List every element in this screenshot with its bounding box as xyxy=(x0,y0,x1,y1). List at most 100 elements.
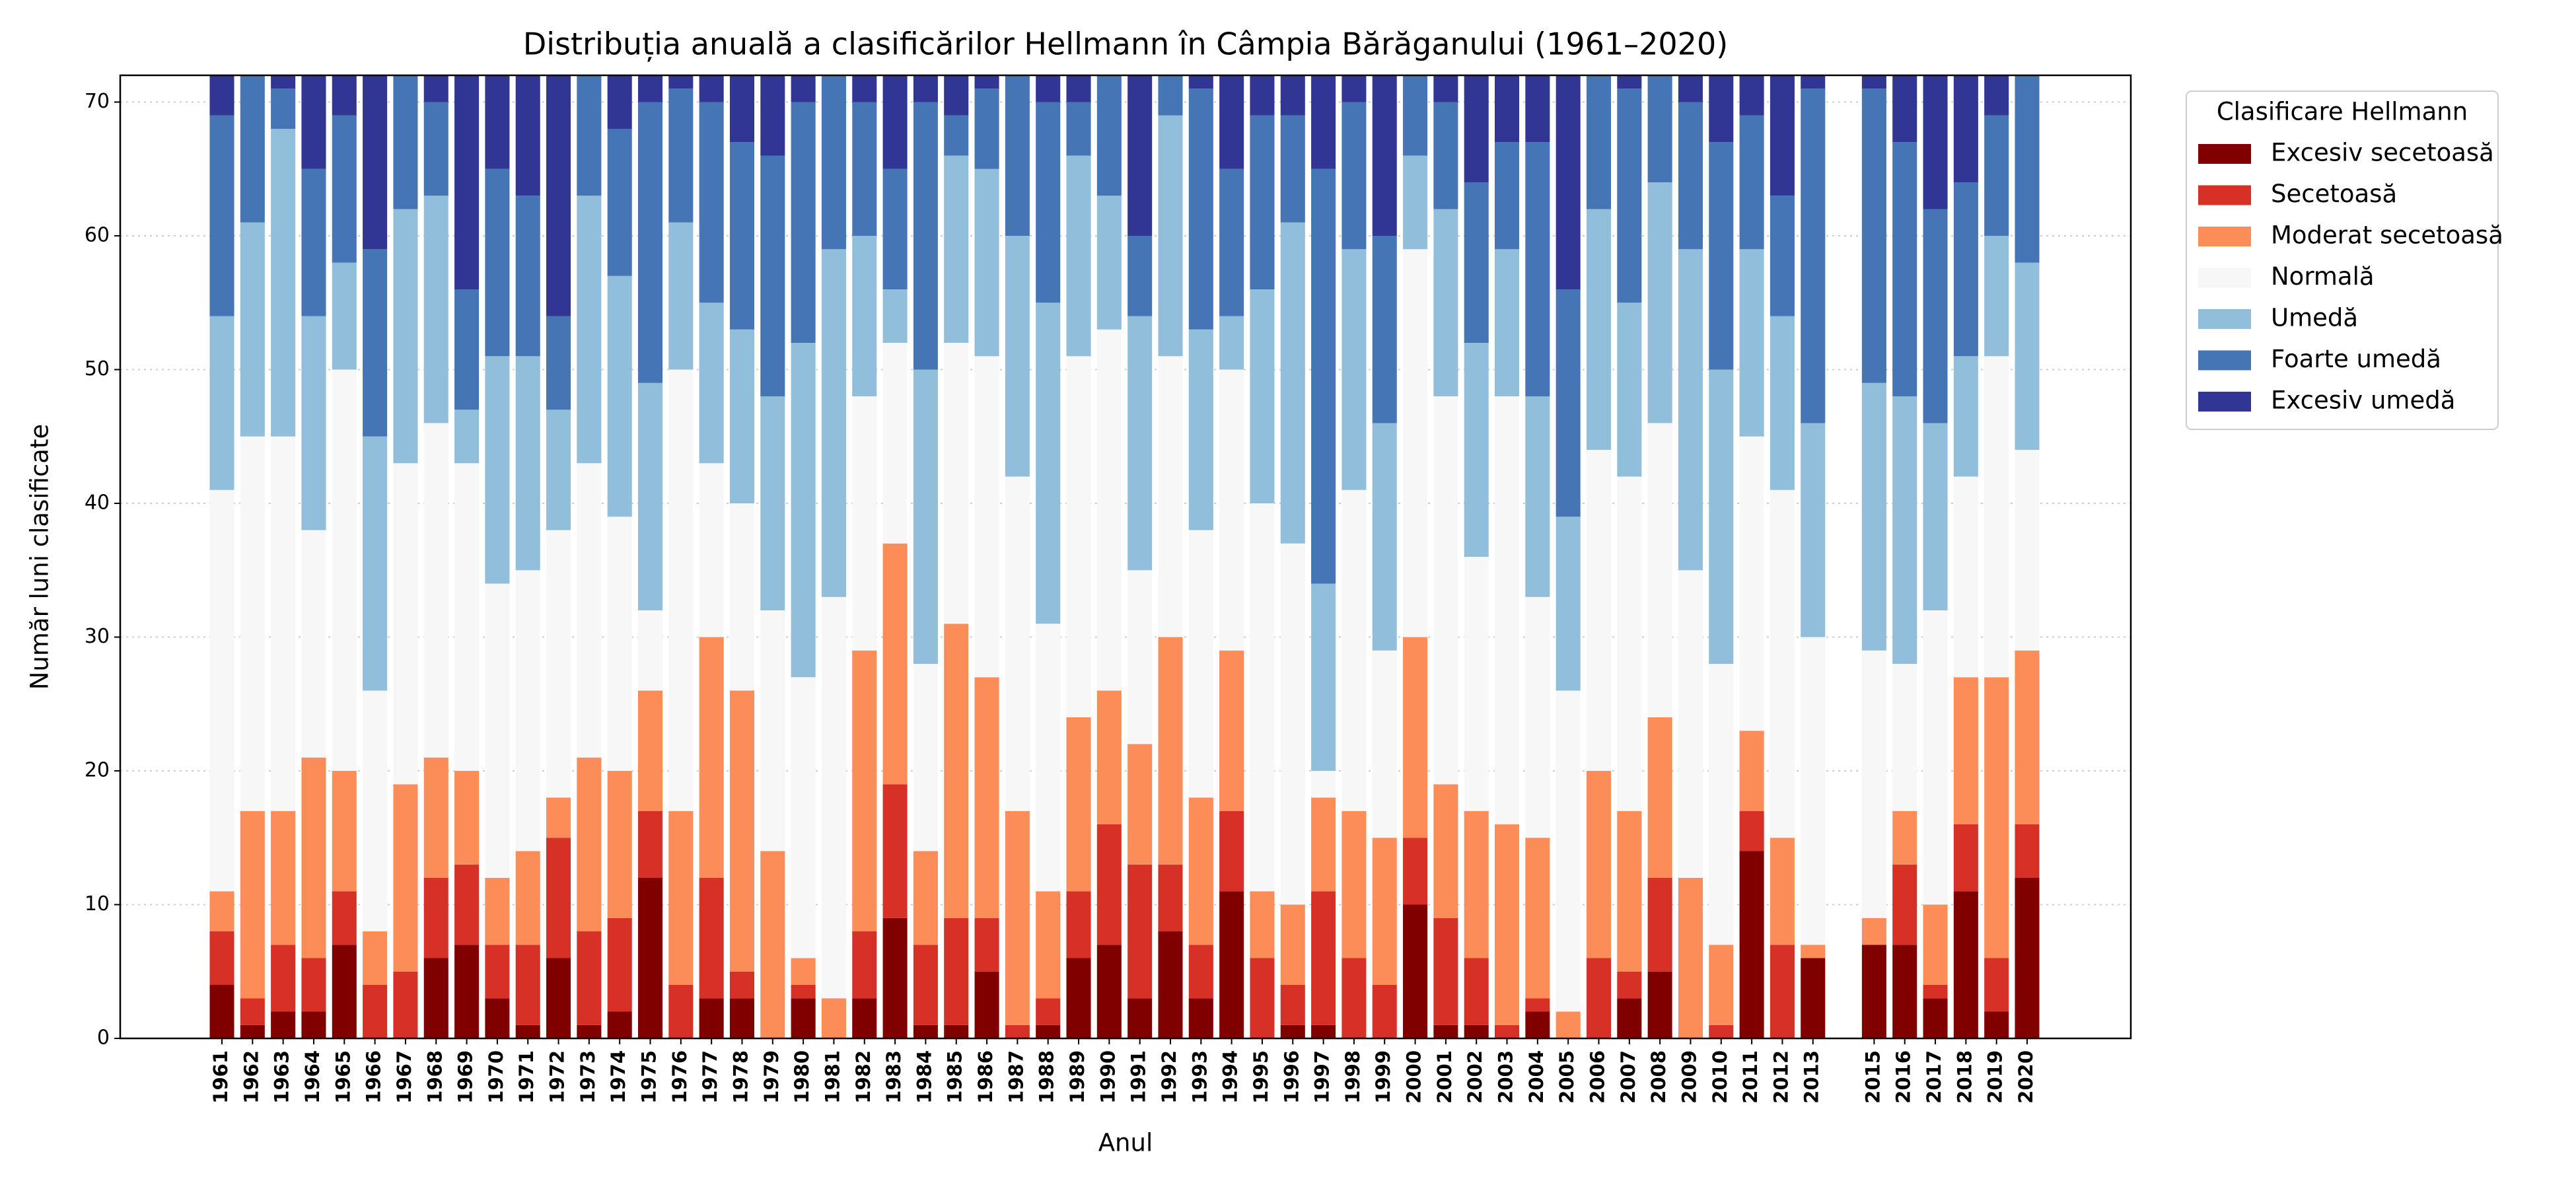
bar-segment xyxy=(1342,249,1367,490)
bar-segment xyxy=(637,75,663,102)
bar-segment xyxy=(393,75,418,209)
bar-segment xyxy=(821,75,846,250)
bar-segment xyxy=(1984,677,2009,958)
x-tick-label: 1994 xyxy=(1219,1050,1242,1104)
bar-segment xyxy=(882,168,908,289)
bar-segment xyxy=(821,249,846,597)
x-tick-label: 2013 xyxy=(1801,1050,1823,1104)
bar-segment xyxy=(1158,75,1183,116)
bar-segment xyxy=(1280,75,1305,116)
bar-segment xyxy=(1709,945,1734,1025)
bar-segment xyxy=(515,851,540,945)
bar-segment xyxy=(546,838,571,958)
bar-segment xyxy=(546,75,571,316)
bar-segment xyxy=(913,851,938,945)
y-tick-label: 70 xyxy=(85,90,110,113)
bar-segment xyxy=(1617,303,1642,477)
x-tick-label: 1993 xyxy=(1188,1050,1211,1104)
bar-segment xyxy=(2015,878,2040,1038)
bar-segment xyxy=(1464,75,1489,182)
bar-segment xyxy=(332,771,357,892)
x-tick-label: 2012 xyxy=(1770,1050,1792,1104)
legend-swatch xyxy=(2198,185,2251,205)
bar-segment xyxy=(1801,945,1826,958)
bar-segment xyxy=(577,463,602,758)
bar-segment xyxy=(668,369,694,811)
bar-segment xyxy=(1953,824,1978,892)
bar-segment xyxy=(301,757,326,958)
bar-segment xyxy=(301,958,326,1012)
bar-segment xyxy=(393,971,418,1038)
bar-segment xyxy=(1250,958,1275,1038)
bar-segment xyxy=(1770,838,1795,945)
bar-segment xyxy=(1892,396,1917,664)
bar-segment xyxy=(546,410,571,530)
bar-segment xyxy=(637,382,663,610)
bar-segment xyxy=(1464,1025,1489,1038)
bar-segment xyxy=(1586,958,1612,1038)
bar-segment xyxy=(1953,891,1978,1038)
legend-label: Moderat secetoasă xyxy=(2271,221,2503,250)
y-tick-label: 20 xyxy=(85,759,110,782)
bar-segment xyxy=(1066,155,1091,357)
bar-segment xyxy=(332,262,357,370)
bar-segment xyxy=(1188,75,1213,89)
bar-segment xyxy=(209,115,234,316)
bar-segment xyxy=(1647,717,1672,878)
bar-segment xyxy=(1892,864,1917,945)
bar-segment xyxy=(1219,811,1244,892)
bar-segment xyxy=(1433,396,1458,785)
bar-segment xyxy=(1372,650,1397,838)
bar-segment xyxy=(515,570,540,851)
bar-segment xyxy=(637,610,663,691)
bar-segment xyxy=(607,771,632,918)
bar-segment xyxy=(1250,891,1275,958)
bar-segment xyxy=(1801,637,1826,945)
bar-segment xyxy=(1158,637,1183,865)
bar-segment xyxy=(1892,664,1917,811)
bar-segment xyxy=(240,1025,265,1038)
bar-segment xyxy=(1372,423,1397,651)
bar-segment xyxy=(699,303,724,464)
bar-segment xyxy=(363,985,388,1038)
bar-segment xyxy=(1403,75,1428,156)
bar-segment xyxy=(1250,75,1275,116)
x-tick-label: 1973 xyxy=(577,1050,599,1104)
bar-segment xyxy=(1770,75,1795,196)
legend-label: Excesiv secetoasă xyxy=(2271,139,2494,167)
bar-segment xyxy=(913,945,938,1025)
plot-frame xyxy=(119,74,2132,1040)
bar-segment xyxy=(1617,476,1642,811)
bar-segment xyxy=(2015,650,2040,824)
bar-segment xyxy=(1127,744,1153,865)
x-tick-label: 1980 xyxy=(791,1050,813,1104)
bar-segment xyxy=(423,757,448,878)
bar-segment xyxy=(577,1025,602,1038)
bar-segment xyxy=(668,811,694,985)
bar-segment xyxy=(1923,998,1948,1038)
legend-swatch xyxy=(2198,350,2251,371)
bar-segment xyxy=(1647,182,1672,423)
bar-segment xyxy=(1311,1025,1336,1038)
bar-segment xyxy=(699,102,724,303)
bar-segment xyxy=(607,517,632,771)
bar-segment xyxy=(1096,329,1122,691)
bar-segment xyxy=(729,998,755,1038)
bar-segment xyxy=(1464,557,1489,811)
bar-segment xyxy=(760,75,785,156)
bar-segment xyxy=(1617,75,1642,89)
bar-segment xyxy=(240,222,265,437)
bar-segment xyxy=(1158,115,1183,357)
y-tick-label: 60 xyxy=(85,224,110,247)
x-tick-label: 2005 xyxy=(1556,1050,1578,1104)
bar-segment xyxy=(974,677,999,918)
bar-segment xyxy=(882,918,908,1038)
x-tick-label: 1983 xyxy=(882,1050,905,1104)
bar-segment xyxy=(2015,75,2040,263)
bar-segment xyxy=(607,75,632,129)
bar-segment xyxy=(1984,115,2009,236)
bar-segment xyxy=(944,115,969,156)
bar-segment xyxy=(1647,971,1672,1038)
bar-segment xyxy=(852,102,877,236)
bar-segment xyxy=(209,316,234,490)
